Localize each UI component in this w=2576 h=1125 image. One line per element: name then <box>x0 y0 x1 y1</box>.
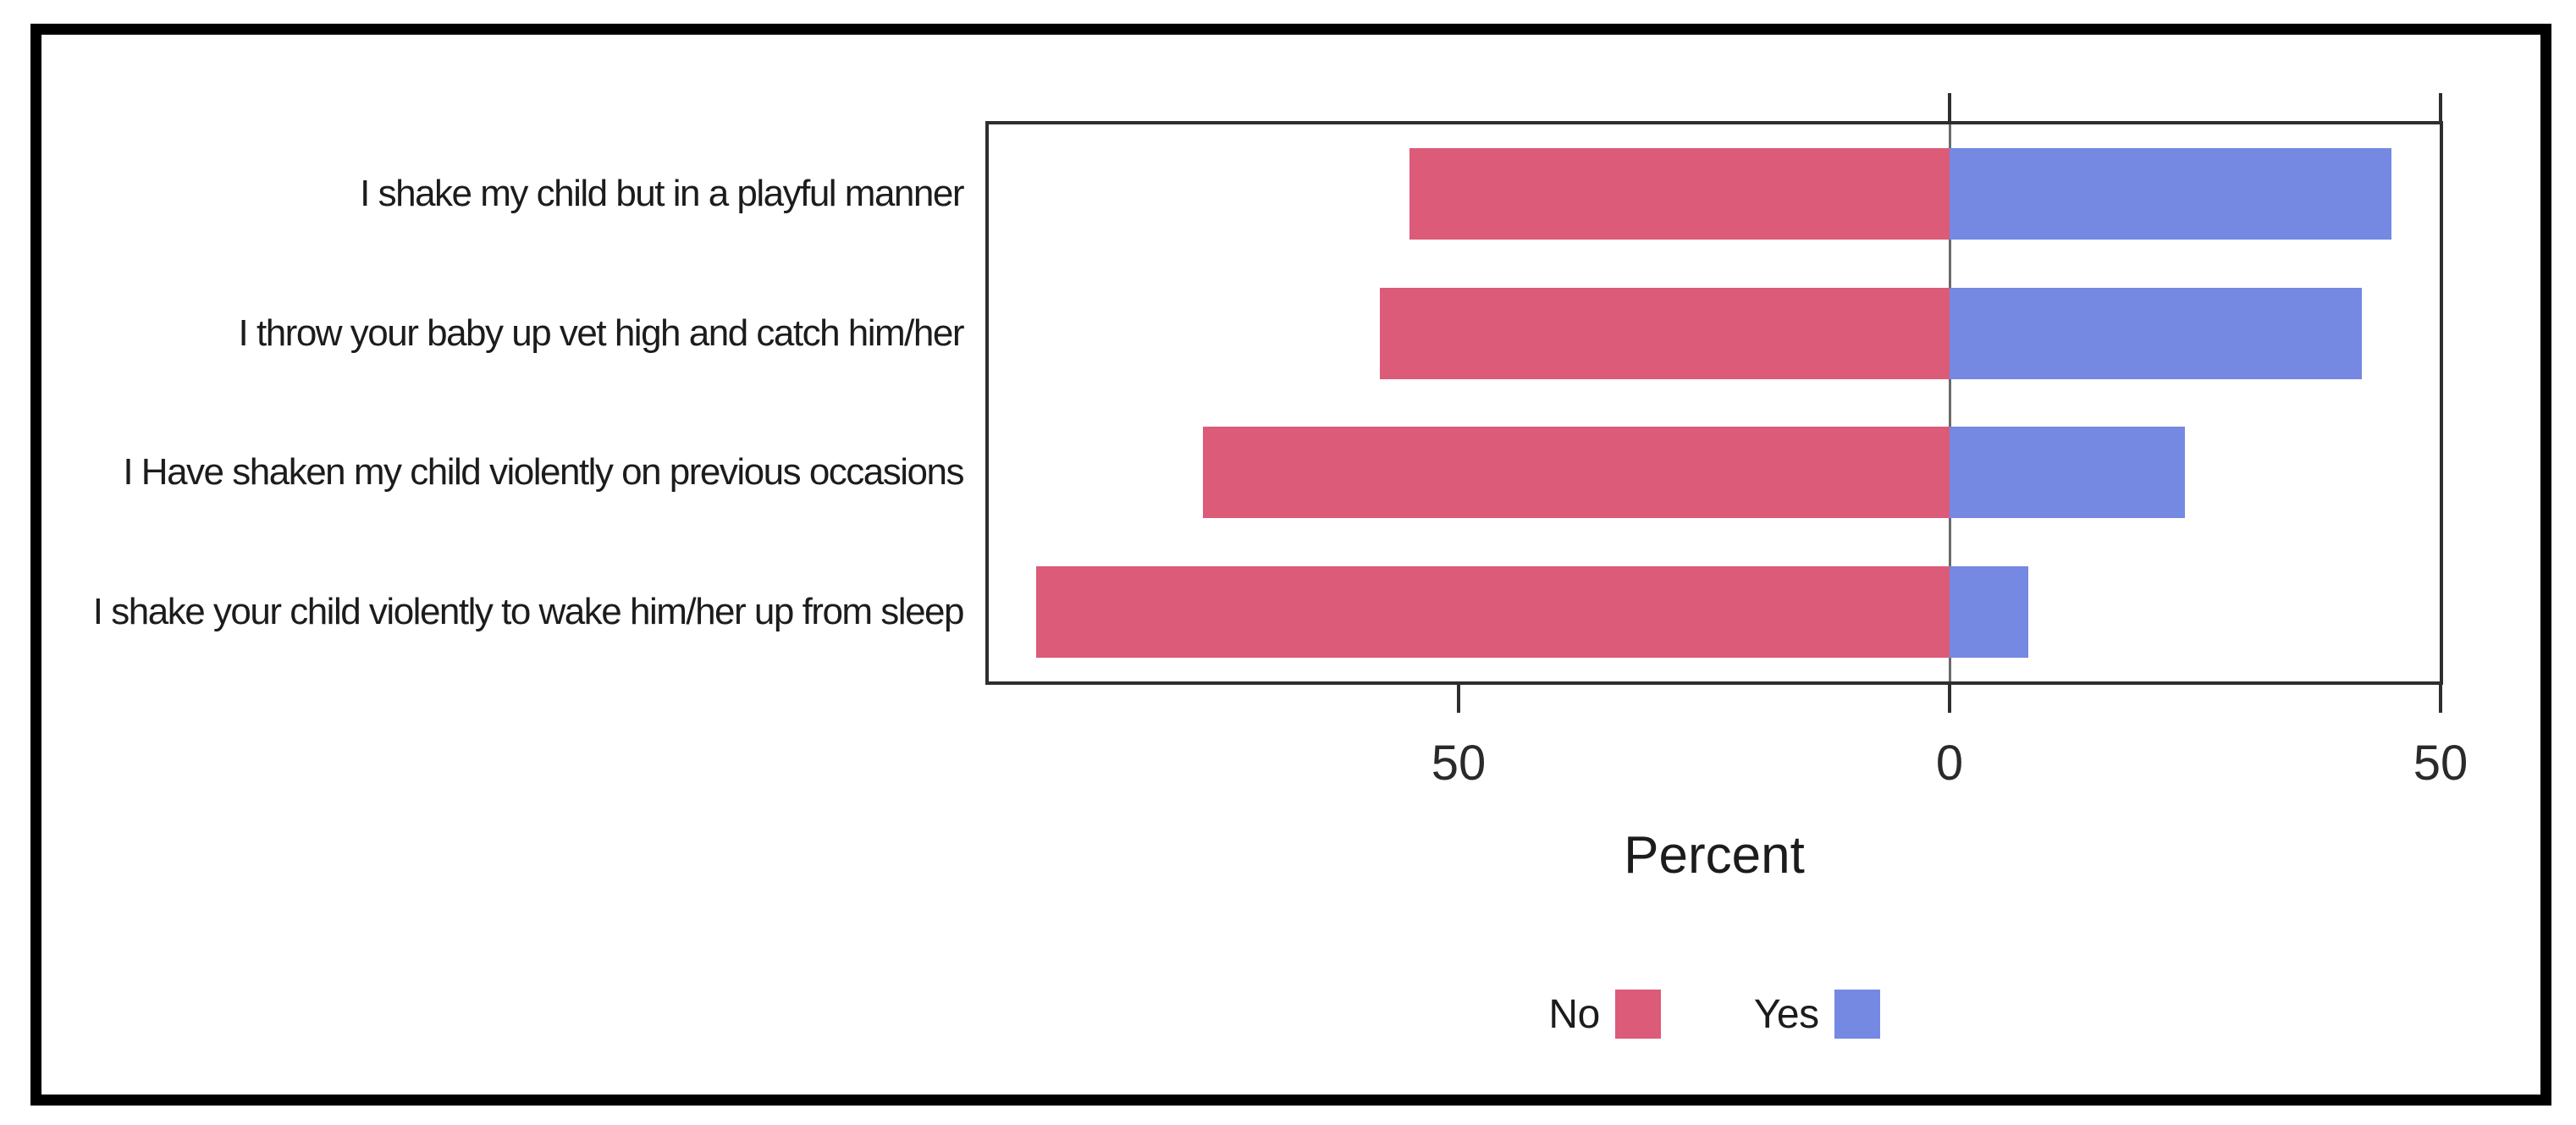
category-label-4: I shake your child violently to wake him… <box>92 591 965 632</box>
legend-item-yes: Yes <box>1754 990 1880 1039</box>
x-tick-top-50 <box>2439 93 2442 124</box>
zero-gridline <box>1949 124 1951 681</box>
x-tick-label-zero: 0 <box>1935 736 1964 791</box>
category-label-2: I throw your baby up vet high and catch … <box>238 312 965 354</box>
bar-no-3 <box>1203 427 1950 518</box>
plot-area <box>985 121 2443 685</box>
bar-yes-2 <box>1950 288 2362 379</box>
x-tick-bottom-0 <box>1948 681 1951 713</box>
bar-no-2 <box>1380 288 1950 379</box>
bar-yes-4 <box>1950 566 2028 658</box>
x-tick-bottom--50 <box>1457 681 1460 713</box>
legend-label-yes: Yes <box>1753 991 1819 1037</box>
x-axis-title: Percent <box>1624 826 1805 885</box>
legend-item-no: No <box>1548 990 1661 1039</box>
x-tick-label-neg50: 50 <box>1431 736 1487 791</box>
legend: No Yes <box>985 972 2443 1056</box>
legend-swatch-yes-icon <box>1834 990 1880 1039</box>
category-label-1: I shake my child but in a playful manner <box>360 173 964 214</box>
legend-swatch-no-icon <box>1614 990 1661 1039</box>
bar-yes-3 <box>1950 427 2185 518</box>
x-tick-bottom-50 <box>2439 681 2442 713</box>
legend-label-no: No <box>1548 991 1600 1037</box>
x-tick-label-pos50: 50 <box>2413 736 2468 791</box>
bar-no-4 <box>1036 566 1950 658</box>
category-label-3: I Have shaken my child violently on prev… <box>123 451 964 493</box>
bar-no-1 <box>1409 148 1950 240</box>
x-tick-top-0 <box>1948 93 1951 124</box>
bar-yes-1 <box>1950 148 2391 240</box>
